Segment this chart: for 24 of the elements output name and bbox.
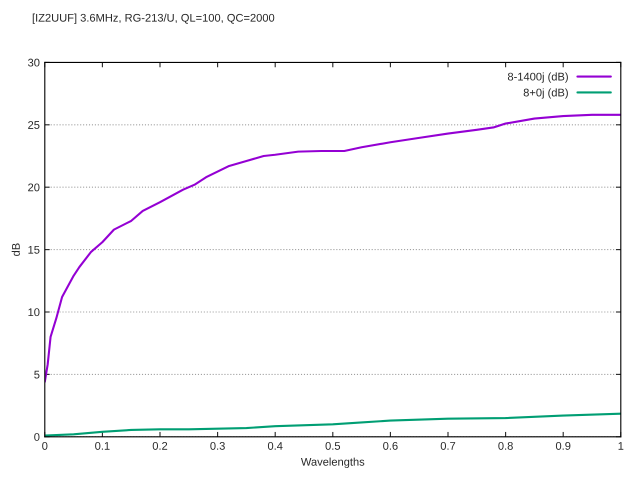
x-tick-label: 0.5: [326, 442, 340, 450]
x-tick-label: 0.2: [152, 442, 168, 450]
y-tick-label: 30: [28, 58, 40, 67]
chart-title: [IZ2UUF] 3.6MHz, RG-213/U, QL=100, QC=2000: [32, 14, 274, 24]
x-tick-label: 0.3: [210, 442, 225, 450]
legend-label: 8+0j (dB): [524, 88, 568, 99]
legend-label: 8-1400j (dB): [508, 72, 568, 83]
x-tick-label: 0: [42, 442, 48, 450]
y-tick-label: 10: [28, 308, 40, 316]
x-tick-label: 0.6: [383, 442, 398, 450]
y-tick-label: 5: [34, 370, 40, 379]
y-tick-label: 15: [28, 246, 40, 254]
line-series: [44, 114, 621, 383]
x-tick-label: 0.8: [498, 442, 513, 450]
x-tick-label: 0.9: [556, 442, 570, 450]
y-tick-label: 25: [28, 121, 40, 129]
x-tick-label: 1: [618, 442, 624, 450]
y-tick-label: 20: [28, 183, 40, 192]
x-axis-title: Wavelengths: [300, 458, 364, 468]
x-tick-label: 0.7: [440, 442, 456, 450]
y-axis-title: dB: [12, 243, 20, 256]
x-tick-label: 0.4: [268, 442, 283, 450]
x-tick-label: 0.1: [95, 442, 110, 450]
y-tick-label: 0: [34, 433, 40, 441]
